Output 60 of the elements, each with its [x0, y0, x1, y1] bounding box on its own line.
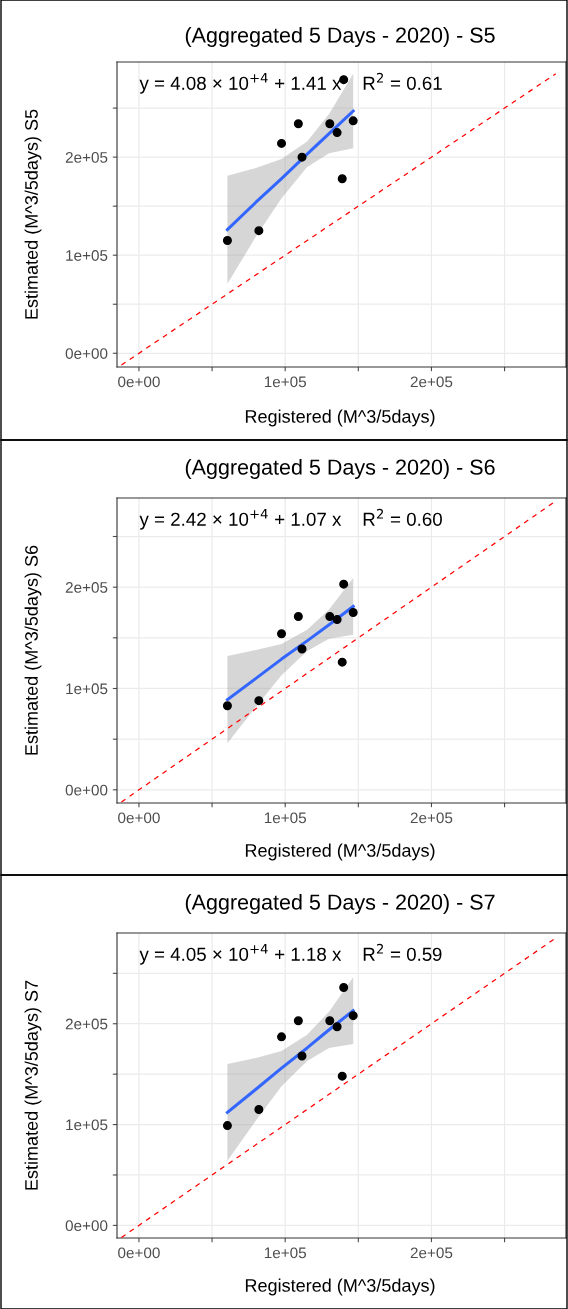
annotation: y = 4.05 × 10$^{+4}$ + 1.18 x R$^{2}$ = 0.59	[139, 943, 442, 965]
point	[297, 1051, 307, 1061]
x-axis-title: Registered (M^3/5days)	[245, 843, 435, 861]
x-tick-label: 2e+05	[410, 1247, 453, 1259]
line-series	[225, 109, 355, 232]
point	[339, 982, 349, 992]
point	[348, 608, 358, 618]
x-tick-label: 0e+00	[118, 812, 160, 824]
point	[277, 138, 287, 148]
point	[277, 629, 287, 639]
y-axis-title: Estimated (M^3/5days) S6	[24, 545, 42, 755]
point	[297, 644, 307, 654]
y-tick-label: 1e+05	[66, 250, 108, 261]
x-axis-title: Registered (M^3/5days)	[245, 409, 435, 427]
chart-title: (Aggregated 5 Days - 2020) - S5	[185, 26, 495, 48]
point	[337, 174, 347, 184]
y-tick-label: 0e+00	[65, 348, 108, 359]
point	[222, 701, 232, 711]
x-tick-label: 2e+05	[410, 812, 453, 824]
point	[325, 1016, 335, 1026]
point	[325, 612, 335, 622]
point	[222, 1121, 232, 1131]
point	[348, 1011, 358, 1021]
annotation: y = 2.42 × 10$^{+4}$ + 1.07 x R$^{2}$ = 0.60	[139, 508, 442, 530]
y-axis-title: Estimated (M^3/5days) S7	[24, 980, 42, 1190]
point	[222, 235, 232, 245]
x-tick-label: 1e+05	[264, 812, 307, 824]
x-tick-label: 0e+00	[118, 1247, 160, 1259]
chart-title: (Aggregated 5 Days - 2020) - S7	[185, 893, 495, 915]
point	[293, 612, 303, 622]
point	[277, 1032, 287, 1042]
point	[337, 657, 347, 667]
point	[293, 119, 303, 129]
point	[254, 1104, 264, 1114]
y-tick-label: 1e+05	[66, 683, 108, 695]
point	[339, 579, 349, 589]
point	[254, 696, 264, 706]
point	[332, 1022, 342, 1032]
x-tick-label: 1e+05	[264, 376, 307, 388]
annotation: y = 4.08 × 10$^{+4}$ + 1.41 x R$^{2}$ = 0.61	[139, 72, 442, 94]
point	[297, 152, 307, 162]
y-tick-label: 2e+05	[65, 1018, 108, 1030]
point	[293, 1016, 303, 1026]
y-tick-label: 2e+05	[65, 582, 108, 593]
point	[325, 119, 335, 129]
x-tick-label: 0e+00	[118, 376, 160, 388]
x-tick-label: 1e+05	[264, 1247, 307, 1259]
point	[332, 128, 342, 138]
x-tick-label: 2e+05	[410, 376, 453, 388]
point	[254, 226, 264, 236]
chart-title: (Aggregated 5 Days - 2020) - S6	[185, 458, 495, 480]
point	[332, 615, 342, 625]
y-tick-label: 0e+00	[65, 1220, 108, 1232]
x-axis-title: Registered (M^3/5days)	[245, 1278, 435, 1296]
y-tick-label: 0e+00	[65, 784, 108, 796]
point	[348, 116, 358, 126]
y-tick-label: 1e+05	[66, 1119, 108, 1131]
point	[337, 1071, 347, 1081]
y-axis-title: Estimated (M^3/5days) S5	[24, 109, 42, 319]
y-tick-label: 2e+05	[65, 152, 108, 163]
